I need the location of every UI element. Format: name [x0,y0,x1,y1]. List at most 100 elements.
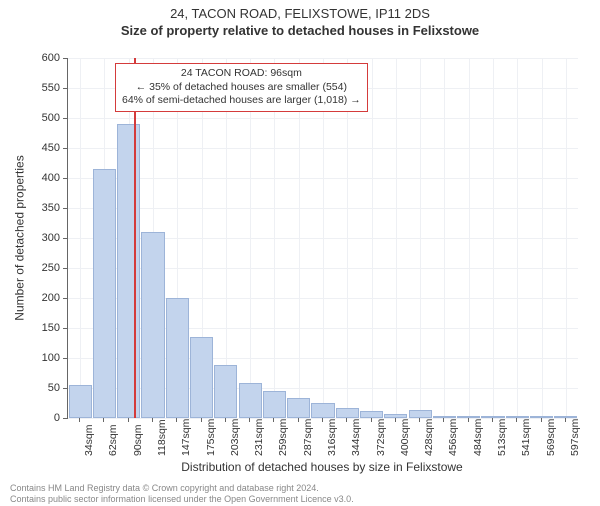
histogram-bar [311,403,334,418]
ytick-label: 550 [20,82,60,94]
property-marker-line [134,58,136,418]
gridline-v [396,58,397,418]
ytick-mark [63,238,67,239]
xtick-label: 62sqm [107,424,119,456]
gridline-v [566,58,567,418]
histogram-bar [117,124,140,418]
histogram-bar [141,232,164,418]
xtick-mark [468,418,469,422]
xtick-label: 231sqm [253,419,265,456]
histogram-bar [336,408,359,418]
xtick-mark [103,418,104,422]
histogram-bar [166,298,189,418]
histogram-bar [457,416,480,418]
gridline-v [444,58,445,418]
gridline-v [250,58,251,418]
xtick-label: 513sqm [496,419,508,456]
xtick-mark [298,418,299,422]
xtick-mark [346,418,347,422]
ytick-label: 150 [20,322,60,334]
histogram-bar [93,169,116,418]
xtick-label: 259sqm [277,419,289,456]
ytick-mark [63,388,67,389]
xtick-label: 484sqm [472,419,484,456]
histogram-bar [360,411,383,418]
xtick-mark [395,418,396,422]
gridline-v [274,58,275,418]
xtick-label: 203sqm [229,419,241,456]
footer-line2: Contains public sector information licen… [10,494,354,504]
ytick-mark [63,58,67,59]
gridline-v [323,58,324,418]
ytick-mark [63,358,67,359]
ytick-label: 450 [20,142,60,154]
xtick-label: 597sqm [569,419,581,456]
xtick-label: 456sqm [447,419,459,456]
ytick-label: 100 [20,352,60,364]
gridline-v [347,58,348,418]
ytick-mark [63,328,67,329]
gridline-v [226,58,227,418]
xtick-mark [492,418,493,422]
histogram-bar [214,365,237,418]
xtick-mark [516,418,517,422]
xtick-mark [249,418,250,422]
x-axis-label: Distribution of detached houses by size … [67,460,577,474]
xtick-mark [541,418,542,422]
histogram-bar [409,410,432,418]
histogram-bar [69,385,92,418]
xtick-label: 175sqm [205,419,217,456]
gridline-v [372,58,373,418]
annotation-line1: 24 TACON ROAD: 96sqm [122,67,361,81]
gridline-v [469,58,470,418]
xtick-mark [152,418,153,422]
xtick-label: 400sqm [399,419,411,456]
page-address: 24, TACON ROAD, FELIXSTOWE, IP11 2DS [0,6,600,21]
ytick-label: 0 [20,412,60,424]
xtick-label: 147sqm [180,419,192,456]
xtick-label: 372sqm [375,419,387,456]
xtick-label: 569sqm [545,419,557,456]
xtick-label: 118sqm [156,419,168,456]
ytick-mark [63,298,67,299]
histogram-bar [287,398,310,418]
xtick-label: 344sqm [350,419,362,456]
xtick-label: 541sqm [520,419,532,456]
xtick-mark [79,418,80,422]
ytick-mark [63,148,67,149]
xtick-mark [128,418,129,422]
footer-line1: Contains HM Land Registry data © Crown c… [10,483,354,493]
ytick-mark [63,418,67,419]
annotation-line2: ← 35% of detached houses are smaller (55… [122,81,361,95]
page-title: Size of property relative to detached ho… [0,23,600,38]
footer-attribution: Contains HM Land Registry data © Crown c… [10,483,354,504]
xtick-mark [419,418,420,422]
histogram-bar [263,391,286,418]
histogram-bar [384,414,407,418]
xtick-mark [322,418,323,422]
xtick-mark [565,418,566,422]
ytick-mark [63,118,67,119]
histogram-bar [239,383,262,418]
xtick-label: 34sqm [83,424,95,456]
ytick-label: 50 [20,382,60,394]
xtick-mark [176,418,177,422]
xtick-label: 316sqm [326,419,338,456]
gridline-v [493,58,494,418]
xtick-label: 287sqm [302,419,314,456]
histogram-bar [190,337,213,418]
ytick-label: 200 [20,292,60,304]
xtick-mark [225,418,226,422]
gridline-v [80,58,81,418]
ytick-mark [63,88,67,89]
gridline-v [420,58,421,418]
xtick-mark [201,418,202,422]
gridline-v [517,58,518,418]
ytick-label: 600 [20,52,60,64]
ytick-label: 300 [20,232,60,244]
gridline-v [299,58,300,418]
xtick-mark [443,418,444,422]
xtick-mark [273,418,274,422]
annotation-line3: 64% of semi-detached houses are larger (… [122,94,361,108]
histogram-bar [433,416,456,418]
